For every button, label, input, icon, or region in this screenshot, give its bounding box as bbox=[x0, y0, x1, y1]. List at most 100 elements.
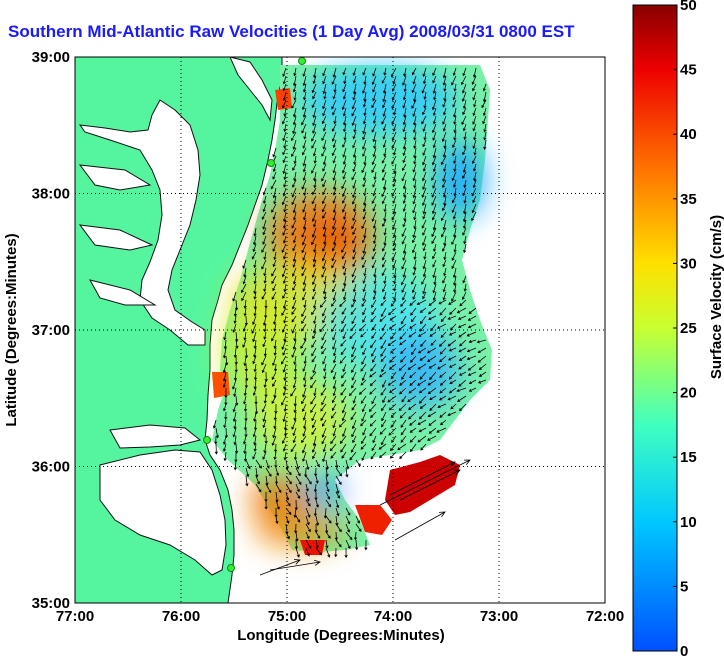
velocity-arrow bbox=[371, 331, 377, 340]
velocity-arrow bbox=[341, 395, 347, 404]
velocity-arrow bbox=[422, 235, 427, 246]
velocity-arrow bbox=[265, 483, 272, 494]
velocity-arrow bbox=[315, 547, 322, 556]
velocity-arrow bbox=[322, 355, 327, 365]
velocity-arrow bbox=[441, 131, 447, 143]
velocity-arrow bbox=[422, 155, 427, 166]
velocity-arrow bbox=[352, 291, 357, 303]
velocity-arrow bbox=[352, 91, 357, 101]
velocity-arrow bbox=[295, 467, 301, 477]
velocity-arrow bbox=[389, 315, 397, 321]
velocity-arrow bbox=[473, 147, 477, 156]
velocity-arrow bbox=[325, 531, 331, 539]
velocity-arrow bbox=[451, 235, 457, 245]
velocity-arrow bbox=[330, 435, 337, 445]
velocity-arrow bbox=[463, 195, 467, 204]
velocity-arrow bbox=[372, 435, 377, 444]
velocity-arrow bbox=[372, 355, 377, 363]
velocity-arrow bbox=[253, 299, 257, 310]
velocity-shading bbox=[220, 65, 485, 548]
y-tick-label: 39:00 bbox=[32, 49, 70, 66]
velocity-arrow bbox=[352, 235, 357, 244]
velocity-arrow bbox=[351, 99, 357, 110]
velocity-arrow bbox=[292, 379, 297, 389]
velocity-arrow bbox=[453, 179, 457, 188]
velocity-arrow bbox=[331, 227, 337, 236]
velocity-arrow bbox=[439, 307, 447, 316]
velocity-arrow bbox=[311, 211, 317, 222]
velocity-arrow bbox=[331, 315, 337, 324]
velocity-arrow bbox=[422, 163, 427, 172]
velocity-arrow bbox=[292, 283, 297, 291]
velocity-arrow bbox=[312, 251, 317, 263]
velocity-arrow bbox=[350, 355, 357, 363]
velocity-arrow bbox=[371, 163, 377, 173]
albemarle-sound bbox=[109, 424, 202, 449]
velocity-arrow bbox=[261, 259, 267, 270]
velocity-arrow bbox=[233, 435, 237, 446]
velocity-arrow bbox=[400, 419, 407, 428]
velocity-arrow bbox=[361, 299, 367, 307]
velocity-arrow bbox=[419, 307, 427, 313]
velocity-arrow bbox=[342, 331, 347, 340]
velocity-arrow bbox=[393, 283, 397, 292]
velocity-arrow bbox=[426, 347, 437, 354]
velocity-arrow bbox=[339, 355, 347, 364]
velocity-arrow bbox=[345, 531, 353, 541]
velocity-arrow bbox=[293, 331, 297, 342]
velocity-arrow bbox=[472, 91, 477, 101]
velocity-arrow bbox=[389, 387, 397, 393]
velocity-arrow bbox=[274, 475, 279, 485]
velocity-arrow bbox=[342, 83, 347, 93]
velocity-arrow bbox=[389, 355, 397, 363]
velocity-arrow bbox=[373, 235, 377, 245]
velocity-arrow bbox=[331, 123, 337, 132]
velocity-arrow bbox=[372, 203, 377, 212]
velocity-arrow bbox=[363, 91, 367, 102]
velocity-arrow bbox=[291, 267, 297, 277]
velocity-arrow bbox=[303, 83, 307, 93]
velocity-arrow bbox=[462, 275, 467, 284]
velocity-arrow bbox=[343, 291, 347, 301]
velocity-arrow bbox=[223, 419, 227, 429]
velocity-arrow bbox=[351, 107, 357, 117]
plot-border bbox=[74, 56, 606, 604]
velocity-arrow bbox=[442, 259, 447, 268]
velocity-arrow bbox=[428, 315, 437, 321]
velocity-arrow bbox=[290, 387, 297, 397]
velocity-arrow bbox=[459, 371, 467, 376]
velocity-arrow bbox=[423, 75, 427, 85]
station-marker bbox=[227, 564, 235, 572]
velocity-arrow bbox=[332, 339, 337, 350]
velocity-arrow bbox=[302, 139, 307, 149]
velocity-arrow bbox=[261, 243, 267, 253]
velocity-arrow bbox=[448, 355, 457, 361]
velocity-arrow bbox=[253, 291, 257, 300]
velocity-arrow bbox=[388, 307, 397, 316]
velocity-arrow bbox=[383, 67, 387, 76]
velocity-arrow bbox=[382, 179, 387, 191]
velocity-arrow bbox=[302, 371, 307, 382]
velocity-arrow bbox=[253, 379, 257, 390]
velocity-arrow bbox=[452, 91, 457, 101]
velocity-arrow bbox=[262, 315, 267, 326]
velocity-arrow bbox=[371, 195, 377, 204]
velocity-arrow bbox=[362, 147, 367, 157]
velocity-arrow bbox=[389, 461, 456, 496]
velocity-arrow bbox=[312, 107, 317, 119]
velocity-arrow bbox=[342, 427, 347, 438]
velocity-arrow bbox=[243, 451, 248, 462]
velocity-arrow bbox=[363, 155, 367, 166]
velocity-arrow bbox=[372, 187, 377, 197]
velocity-arrow bbox=[252, 355, 257, 365]
velocity-arrow bbox=[401, 235, 407, 245]
velocity-arrow bbox=[262, 235, 267, 245]
velocity-arrow bbox=[302, 291, 307, 301]
velocity-arrow bbox=[412, 171, 417, 182]
velocity-arrow bbox=[335, 523, 342, 533]
velocity-arrow bbox=[422, 203, 427, 215]
velocity-arrow bbox=[423, 91, 427, 100]
map-title: Southern Mid-Atlantic Raw Velocities (1 … bbox=[8, 22, 575, 41]
velocity-arrow bbox=[331, 299, 337, 307]
velocity-arrow bbox=[422, 243, 427, 252]
